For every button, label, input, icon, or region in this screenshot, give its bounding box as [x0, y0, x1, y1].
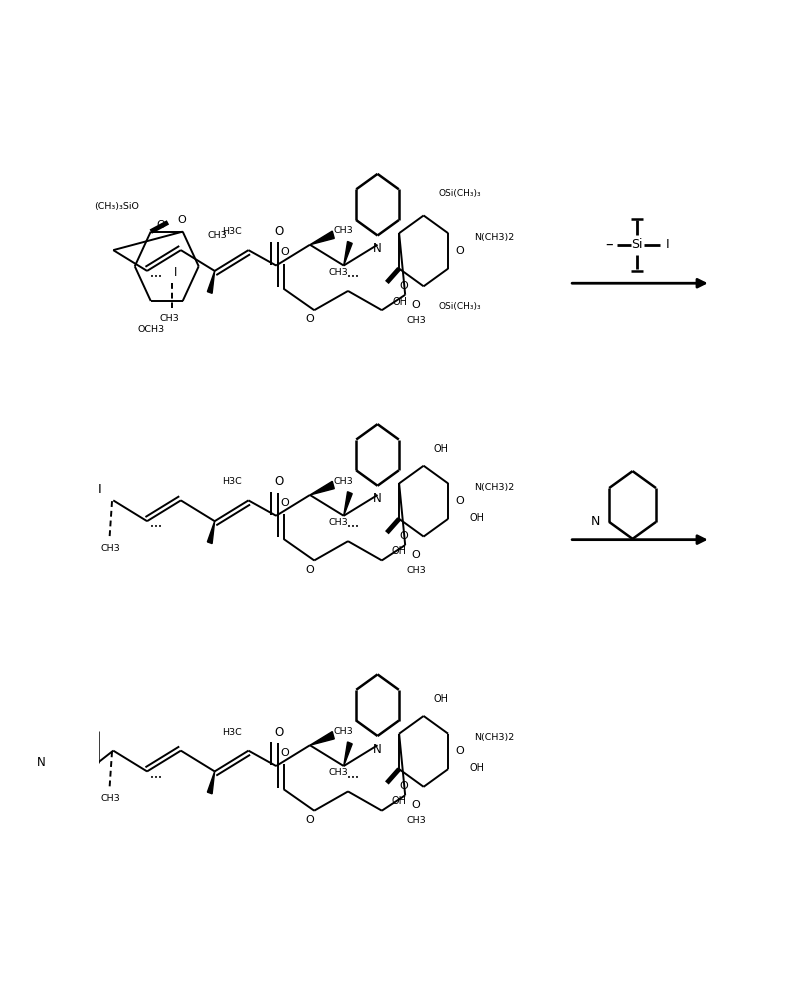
Text: O: O	[281, 498, 289, 508]
Text: O: O	[455, 496, 464, 506]
Text: Si: Si	[631, 238, 642, 251]
Text: –: –	[605, 237, 612, 252]
Text: OH: OH	[393, 297, 408, 307]
Text: •••: •••	[151, 524, 163, 530]
Text: N(CH3)2: N(CH3)2	[474, 733, 515, 742]
Text: O: O	[400, 781, 408, 791]
Polygon shape	[343, 492, 352, 516]
Polygon shape	[343, 742, 352, 766]
Text: H3C: H3C	[223, 227, 243, 236]
Text: OH: OH	[433, 694, 448, 704]
Polygon shape	[310, 231, 335, 245]
Text: O: O	[305, 565, 314, 575]
Text: O: O	[178, 215, 186, 225]
Text: CH3: CH3	[101, 794, 121, 803]
Polygon shape	[208, 771, 215, 794]
Text: N(CH3)2: N(CH3)2	[474, 233, 515, 242]
Text: O: O	[156, 220, 165, 230]
Text: •••: •••	[151, 775, 163, 781]
Text: CH3: CH3	[334, 727, 354, 736]
Text: CH3: CH3	[406, 316, 426, 325]
Text: N: N	[374, 492, 382, 505]
Text: O: O	[412, 800, 420, 810]
Text: O: O	[400, 531, 408, 541]
Text: •••: •••	[151, 274, 163, 280]
Text: N: N	[374, 242, 382, 255]
Text: OSi(CH₃)₃: OSi(CH₃)₃	[439, 302, 481, 311]
Text: CH3: CH3	[406, 816, 426, 825]
Polygon shape	[343, 241, 352, 266]
Text: O: O	[305, 314, 314, 324]
Text: CH3: CH3	[207, 231, 227, 240]
Text: N(CH3)2: N(CH3)2	[474, 483, 515, 492]
Text: CH3: CH3	[329, 518, 349, 527]
Text: O: O	[274, 225, 283, 238]
Polygon shape	[208, 271, 215, 293]
Text: O: O	[274, 475, 283, 488]
Text: I: I	[174, 266, 178, 279]
Text: OH: OH	[469, 513, 485, 523]
Text: O: O	[455, 246, 464, 256]
Text: H3C: H3C	[223, 728, 243, 737]
Polygon shape	[310, 732, 335, 745]
Text: CH3: CH3	[334, 477, 354, 486]
Text: H3C: H3C	[223, 477, 243, 486]
Text: I: I	[98, 483, 102, 496]
Text: OH: OH	[469, 763, 485, 773]
Text: N: N	[37, 756, 46, 769]
Text: •••: •••	[347, 274, 359, 280]
Text: CH3: CH3	[160, 314, 180, 323]
Text: CH3: CH3	[406, 566, 426, 575]
Text: O: O	[281, 247, 289, 257]
Polygon shape	[208, 521, 215, 544]
Text: I: I	[666, 238, 669, 251]
Text: O: O	[274, 726, 283, 739]
Text: •••: •••	[347, 524, 359, 530]
Text: N: N	[374, 743, 382, 756]
Text: O: O	[412, 300, 420, 310]
Text: OH: OH	[392, 796, 407, 806]
Text: O: O	[412, 550, 420, 560]
Text: O: O	[455, 746, 464, 756]
Text: OSi(CH₃)₃: OSi(CH₃)₃	[439, 189, 481, 198]
Text: CH3: CH3	[334, 226, 354, 235]
Text: O: O	[305, 815, 314, 825]
Polygon shape	[310, 481, 335, 495]
Text: OCH3: OCH3	[138, 325, 165, 334]
Text: O: O	[400, 281, 408, 291]
Text: OH: OH	[433, 444, 448, 454]
Text: OH: OH	[392, 546, 407, 556]
Text: O: O	[281, 748, 289, 758]
Text: •••: •••	[347, 775, 359, 781]
Text: CH3: CH3	[329, 268, 349, 277]
Text: CH3: CH3	[329, 768, 349, 777]
Text: N: N	[591, 515, 600, 528]
Text: CH3: CH3	[101, 544, 121, 553]
Text: (CH₃)₃SiO: (CH₃)₃SiO	[94, 202, 139, 211]
